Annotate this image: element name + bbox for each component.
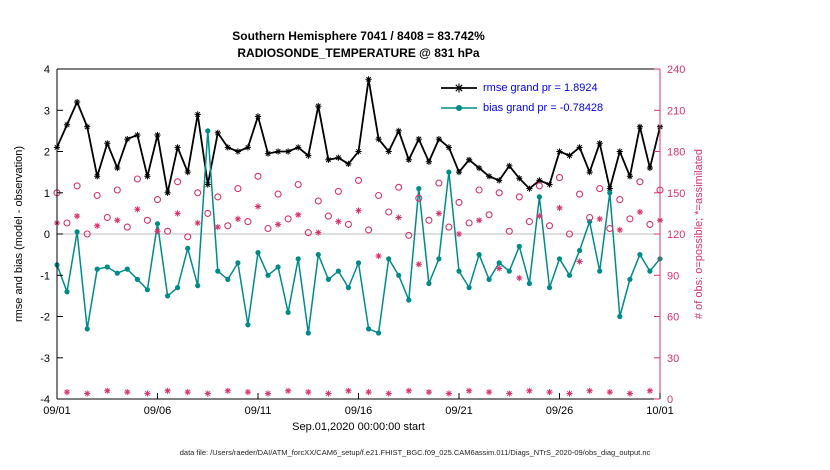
legend-label-bias: bias grand pr = -0.78428 <box>483 101 604 114</box>
svg-text:0: 0 <box>44 229 50 241</box>
y-axis-label-right: # of obs: o=possible; *=assimilated <box>693 149 705 319</box>
y-axis-label-left: rmse and bias (model - observation) <box>13 145 25 323</box>
svg-text:-3: -3 <box>40 353 50 365</box>
svg-text:60: 60 <box>667 312 679 324</box>
legend-marker-bias <box>441 104 477 111</box>
svg-text:30: 30 <box>667 353 679 365</box>
svg-text:09/06: 09/06 <box>144 405 172 417</box>
svg-text:1: 1 <box>44 188 50 200</box>
svg-text:09/16: 09/16 <box>345 405 373 417</box>
svg-text:240: 240 <box>667 64 685 76</box>
svg-text:09/21: 09/21 <box>445 405 473 417</box>
svg-text:120: 120 <box>667 229 685 241</box>
svg-text:10/01: 10/01 <box>646 405 674 417</box>
legend: rmse grand pr = 1.8924 bias grand pr = -… <box>440 78 603 117</box>
svg-text:180: 180 <box>667 147 685 159</box>
svg-text:09/01: 09/01 <box>43 405 71 417</box>
svg-text:-4: -4 <box>40 394 50 406</box>
svg-text:4: 4 <box>44 64 50 76</box>
legend-item-bias: bias grand pr = -0.78428 <box>440 98 603 117</box>
svg-text:3: 3 <box>44 105 50 117</box>
svg-text:2: 2 <box>44 147 50 159</box>
svg-text:90: 90 <box>667 270 679 282</box>
x-axis-label: Sep.01,2020 00:00:00 start <box>292 421 425 433</box>
chart-title-line1: Southern Hemisphere 7041 / 8408 = 83.742… <box>232 29 485 43</box>
chart-title-line2: RADIOSONDE_TEMPERATURE @ 831 hPa <box>237 46 480 60</box>
svg-text:-2: -2 <box>40 312 50 324</box>
svg-text:09/11: 09/11 <box>245 405 272 417</box>
data-file-caption: data file: /Users/raeder/DAI/ATM_forcXX/… <box>179 448 651 457</box>
svg-text:0: 0 <box>667 394 673 406</box>
svg-text:150: 150 <box>667 188 685 200</box>
svg-text:210: 210 <box>667 105 685 117</box>
svg-text:-1: -1 <box>40 270 50 282</box>
legend-item-rmse: rmse grand pr = 1.8924 <box>440 78 603 97</box>
legend-marker-rmse <box>441 83 477 92</box>
legend-label-rmse: rmse grand pr = 1.8924 <box>483 81 598 94</box>
svg-text:09/26: 09/26 <box>546 405 574 417</box>
